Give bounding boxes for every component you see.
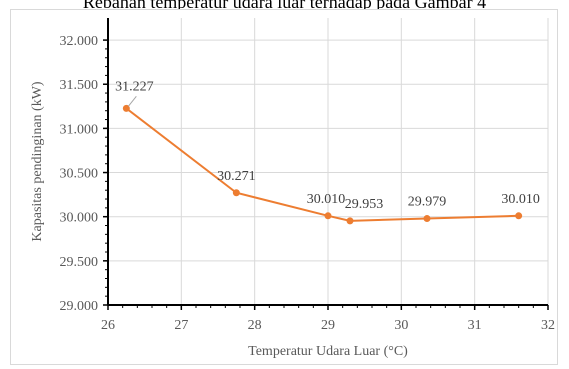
y-axis-label: Kapasitas pendinginan (kW) bbox=[30, 81, 45, 242]
data-label: 29.953 bbox=[345, 197, 384, 212]
gridlines bbox=[108, 18, 549, 305]
series-line bbox=[125, 107, 519, 222]
data-label: 31.227 bbox=[115, 79, 154, 94]
data-label: 30.010 bbox=[307, 192, 346, 207]
x-axis-label: Temperatur Udara Luar (°C) bbox=[248, 344, 408, 359]
y-tick-label: 29.000 bbox=[60, 299, 99, 314]
data-point bbox=[232, 189, 240, 197]
x-axis-ticks: 26 27 28 29 30 31 32 bbox=[101, 305, 555, 333]
data-label: 29.979 bbox=[408, 195, 447, 210]
data-label: 30.010 bbox=[501, 192, 540, 207]
x-tick-label: 30 bbox=[394, 318, 408, 333]
x-tick-label: 31 bbox=[468, 318, 482, 333]
series-layer bbox=[122, 104, 523, 225]
data-point bbox=[346, 217, 354, 225]
data-label: 30.271 bbox=[217, 169, 256, 184]
x-tick-label: 32 bbox=[541, 318, 555, 333]
x-tick-label: 29 bbox=[321, 318, 335, 333]
data-point bbox=[423, 215, 431, 223]
x-tick-label: 26 bbox=[101, 318, 115, 333]
y-tick-label: 29.500 bbox=[60, 255, 99, 270]
y-tick-label: 30.500 bbox=[60, 167, 99, 182]
data-point bbox=[122, 104, 130, 112]
x-tick-label: 27 bbox=[174, 318, 188, 333]
y-tick-label: 30.000 bbox=[60, 211, 99, 226]
y-tick-label: 31.000 bbox=[60, 122, 99, 137]
y-axis-ticks: 29.000 29.500 30.000 30.500 31.000 31.500 32.0… bbox=[60, 34, 108, 314]
data-point bbox=[515, 212, 523, 220]
y-tick-label: 31.500 bbox=[60, 78, 99, 93]
data-point bbox=[324, 212, 332, 220]
y-tick-label: 32.000 bbox=[60, 34, 99, 49]
data-label-leader bbox=[127, 96, 137, 107]
document-caption-fragment: Rebahan temperatur udara luar terhadap p… bbox=[82, 0, 487, 11]
x-tick-label: 28 bbox=[248, 318, 262, 333]
